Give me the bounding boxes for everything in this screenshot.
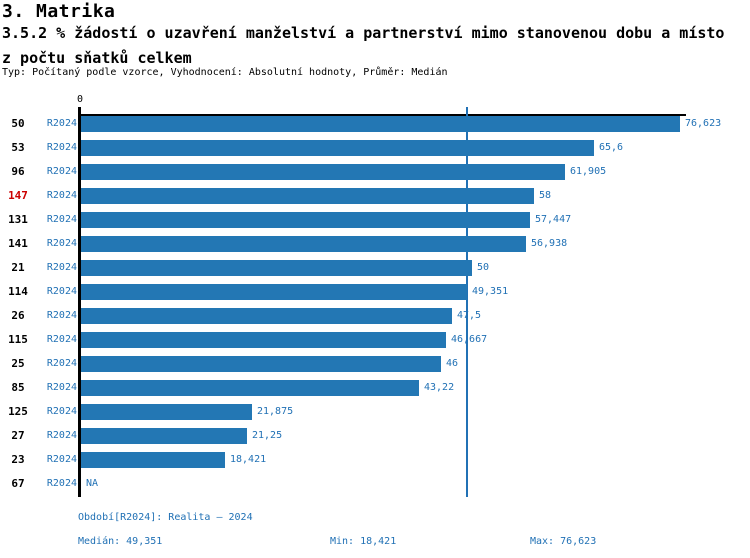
bar-row: 67 R2024 NA xyxy=(0,476,750,492)
row-period-label: R2024 xyxy=(46,406,77,417)
row-id-label: 96 xyxy=(11,165,25,178)
row-period-label: R2024 xyxy=(46,430,77,441)
bar-row: 53 R2024 65,6 xyxy=(0,140,750,156)
chart-subtitle: Typ: Počítaný podle vzorce, Vyhodnocení:… xyxy=(2,67,448,78)
bar-value-label: 50 xyxy=(477,262,490,273)
row-period-label: R2024 xyxy=(46,310,77,321)
bar xyxy=(81,260,472,276)
bar-row: 131 R2024 57,447 xyxy=(0,212,750,228)
y-axis-line xyxy=(78,107,81,497)
bar-value-label: 65,6 xyxy=(599,142,624,153)
bar-row: 50 R2024 76,623 xyxy=(0,116,750,132)
bar-value-label: 61,905 xyxy=(570,166,607,177)
bar xyxy=(81,284,467,300)
row-period-label: R2024 xyxy=(46,118,77,129)
bar-row: 125 R2024 21,875 xyxy=(0,404,750,420)
bar xyxy=(81,140,594,156)
bar-value-label: NA xyxy=(86,478,99,489)
row-period-label: R2024 xyxy=(46,478,77,489)
row-period-label: R2024 xyxy=(46,142,77,153)
bar-value-label: 21,875 xyxy=(257,406,294,417)
row-id-label: 25 xyxy=(11,357,25,370)
bar xyxy=(81,452,225,468)
bar-row: 96 R2024 61,905 xyxy=(0,164,750,180)
row-id-label: 26 xyxy=(11,309,25,322)
bar-row: 114 R2024 49,351 xyxy=(0,284,750,300)
row-id-label: 67 xyxy=(11,477,25,490)
bar-row: 21 R2024 50 xyxy=(0,260,750,276)
bar xyxy=(81,380,419,396)
row-period-label: R2024 xyxy=(46,358,77,369)
bar-row: 147 R2024 58 xyxy=(0,188,750,204)
row-id-label: 125 xyxy=(8,405,28,418)
bar-row: 27 R2024 21,25 xyxy=(0,428,750,444)
chart-title-line-2: z počtu sňatků celkem xyxy=(2,49,192,67)
row-id-label: 115 xyxy=(8,333,28,346)
bar xyxy=(81,188,534,204)
bar-value-label: 56,938 xyxy=(531,238,568,249)
row-id-label: 131 xyxy=(8,213,28,226)
chart-title-line-1: 3.5.2 % žádostí o uzavření manželství a … xyxy=(2,24,725,42)
bar-row: 23 R2024 18,421 xyxy=(0,452,750,468)
bar-value-label: 47,5 xyxy=(457,310,482,321)
row-id-label: 85 xyxy=(11,381,25,394)
bar xyxy=(81,116,680,132)
row-id-label: 147 xyxy=(8,189,28,202)
bar-value-label: 76,623 xyxy=(685,118,722,129)
row-period-label: R2024 xyxy=(46,214,77,225)
row-period-label: R2024 xyxy=(46,286,77,297)
bar-row: 25 R2024 46 xyxy=(0,356,750,372)
row-period-label: R2024 xyxy=(46,334,77,345)
row-period-label: R2024 xyxy=(46,166,77,177)
bar xyxy=(81,404,252,420)
bar xyxy=(81,236,526,252)
bar xyxy=(81,164,565,180)
row-period-label: R2024 xyxy=(46,454,77,465)
bar-row: 85 R2024 43,22 xyxy=(0,380,750,396)
row-id-label: 141 xyxy=(8,237,28,250)
row-period-label: R2024 xyxy=(46,382,77,393)
bar-value-label: 49,351 xyxy=(472,286,509,297)
bar xyxy=(81,356,441,372)
bar xyxy=(81,332,446,348)
bar-value-label: 46 xyxy=(446,358,459,369)
x-axis-line xyxy=(80,114,686,116)
bar-value-label: 21,25 xyxy=(252,430,283,441)
bar-value-label: 58 xyxy=(539,190,552,201)
row-id-label: 114 xyxy=(8,285,28,298)
x-axis-zero-tick-label: 0 xyxy=(76,94,84,105)
bar-row: 26 R2024 47,5 xyxy=(0,308,750,324)
row-period-label: R2024 xyxy=(46,190,77,201)
bar-value-label: 43,22 xyxy=(424,382,455,393)
median-reference-line xyxy=(466,107,468,497)
bar-value-label: 46,667 xyxy=(451,334,488,345)
bar xyxy=(81,308,452,324)
row-period-label: R2024 xyxy=(46,262,77,273)
bar-row: 115 R2024 46,667 xyxy=(0,332,750,348)
footer-max-value: Max: 76,623 xyxy=(530,536,597,547)
row-id-label: 50 xyxy=(11,117,25,130)
footer-period-legend: Období[R2024]: Realita – 2024 xyxy=(78,512,253,523)
footer-median-value: Medián: 49,351 xyxy=(78,536,163,547)
bar-value-label: 57,447 xyxy=(535,214,572,225)
row-id-label: 23 xyxy=(11,453,25,466)
row-period-label: R2024 xyxy=(46,238,77,249)
bar xyxy=(81,428,247,444)
bar-row: 141 R2024 56,938 xyxy=(0,236,750,252)
footer-min-value: Min: 18,421 xyxy=(330,536,397,547)
bar xyxy=(81,212,530,228)
row-id-label: 27 xyxy=(11,429,25,442)
bar-value-label: 18,421 xyxy=(230,454,267,465)
row-id-label: 21 xyxy=(11,261,25,274)
chart-section-title: 3. Matrika xyxy=(2,1,116,22)
row-id-label: 53 xyxy=(11,141,25,154)
